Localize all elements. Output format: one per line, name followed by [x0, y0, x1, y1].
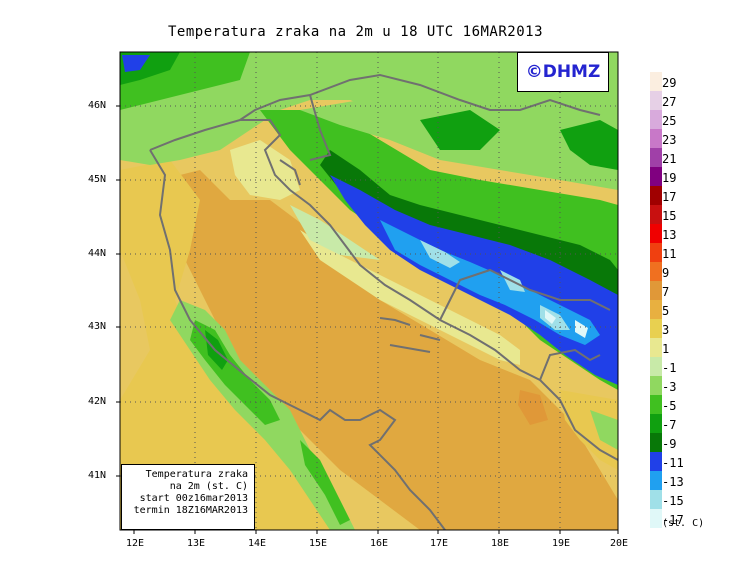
- lon-label: 19E: [552, 538, 571, 549]
- lat-label: 43N: [88, 321, 107, 332]
- scale-label: 19: [662, 171, 677, 185]
- scale-box: [650, 338, 662, 357]
- scale-box: [650, 281, 662, 300]
- scale-box: [650, 490, 662, 509]
- lat-label: 45N: [88, 174, 107, 185]
- scale-label: 15: [662, 209, 677, 223]
- scale-box: [650, 452, 662, 471]
- scale-label: -7: [662, 418, 677, 432]
- scale-box: [650, 300, 662, 319]
- scale-box: [650, 319, 662, 338]
- scale-label: 23: [662, 133, 677, 147]
- scale-box: [650, 509, 662, 528]
- scale-box: [650, 205, 662, 224]
- scale-box: [650, 243, 662, 262]
- scale-box: [650, 148, 662, 167]
- scale-box: [650, 129, 662, 148]
- dhmz-logo: ©DHMZ: [517, 52, 609, 92]
- scale-box: [650, 433, 662, 452]
- scale-label: 21: [662, 152, 677, 166]
- scale-label: 1: [662, 342, 670, 356]
- lon-label: 13E: [187, 538, 206, 549]
- scale-box: [650, 471, 662, 490]
- info-line-2: na 2m (st. C): [169, 481, 248, 492]
- scale-box: [650, 224, 662, 243]
- scale-label: 5: [662, 304, 670, 318]
- lon-label: 12E: [126, 538, 145, 549]
- lat-label: 46N: [88, 100, 107, 111]
- scale-box: [650, 376, 662, 395]
- scale-box: [650, 186, 662, 205]
- grid-lines: [120, 52, 618, 530]
- scale-box: [650, 262, 662, 281]
- scale-label: -5: [662, 399, 677, 413]
- lon-label: 16E: [370, 538, 389, 549]
- scale-label: 11: [662, 247, 677, 261]
- scale-label: 9: [662, 266, 670, 280]
- lat-label: 44N: [88, 248, 107, 259]
- lon-label: 14E: [248, 538, 267, 549]
- scale-label: 27: [662, 95, 677, 109]
- scale-label: 7: [662, 285, 670, 299]
- lat-label: 41N: [88, 470, 107, 481]
- scale-box: [650, 167, 662, 186]
- scale-label: -17: [662, 513, 684, 527]
- map-frame: [119, 51, 619, 531]
- lon-label: 17E: [430, 538, 449, 549]
- color-scale: [650, 72, 662, 528]
- scale-label: -3: [662, 380, 677, 394]
- lon-label: 18E: [491, 538, 510, 549]
- coastlines: [149, 73, 618, 530]
- scale-box: [650, 395, 662, 414]
- scale-label: 17: [662, 190, 677, 204]
- lon-label: 20E: [610, 538, 629, 549]
- scale-box: [650, 414, 662, 433]
- scale-label: -13: [662, 475, 684, 489]
- scale-box: [650, 72, 662, 91]
- info-line-3: start 00z16mar2013: [139, 493, 248, 504]
- lon-label: 15E: [309, 538, 328, 549]
- map-field: [120, 52, 618, 530]
- info-box: Temperatura zraka na 2m (st. C) start 00…: [121, 464, 255, 530]
- lat-label: 42N: [88, 396, 107, 407]
- info-line-4: termin 18Z16MAR2013: [133, 505, 248, 516]
- scale-label: -11: [662, 456, 684, 470]
- scale-box: [650, 91, 662, 110]
- scale-units: (st. C): [662, 518, 705, 529]
- scale-label: 29: [662, 76, 677, 90]
- info-line-1: Temperatura zraka: [145, 469, 248, 480]
- scale-box: [650, 357, 662, 376]
- scale-label: 25: [662, 114, 677, 128]
- scale-label: -1: [662, 361, 677, 375]
- scale-label: -15: [662, 494, 684, 508]
- axis-ticks: [116, 105, 619, 534]
- scale-box: [650, 110, 662, 129]
- scale-label: 3: [662, 323, 670, 337]
- scale-label: 13: [662, 228, 677, 242]
- scale-label: -9: [662, 437, 677, 451]
